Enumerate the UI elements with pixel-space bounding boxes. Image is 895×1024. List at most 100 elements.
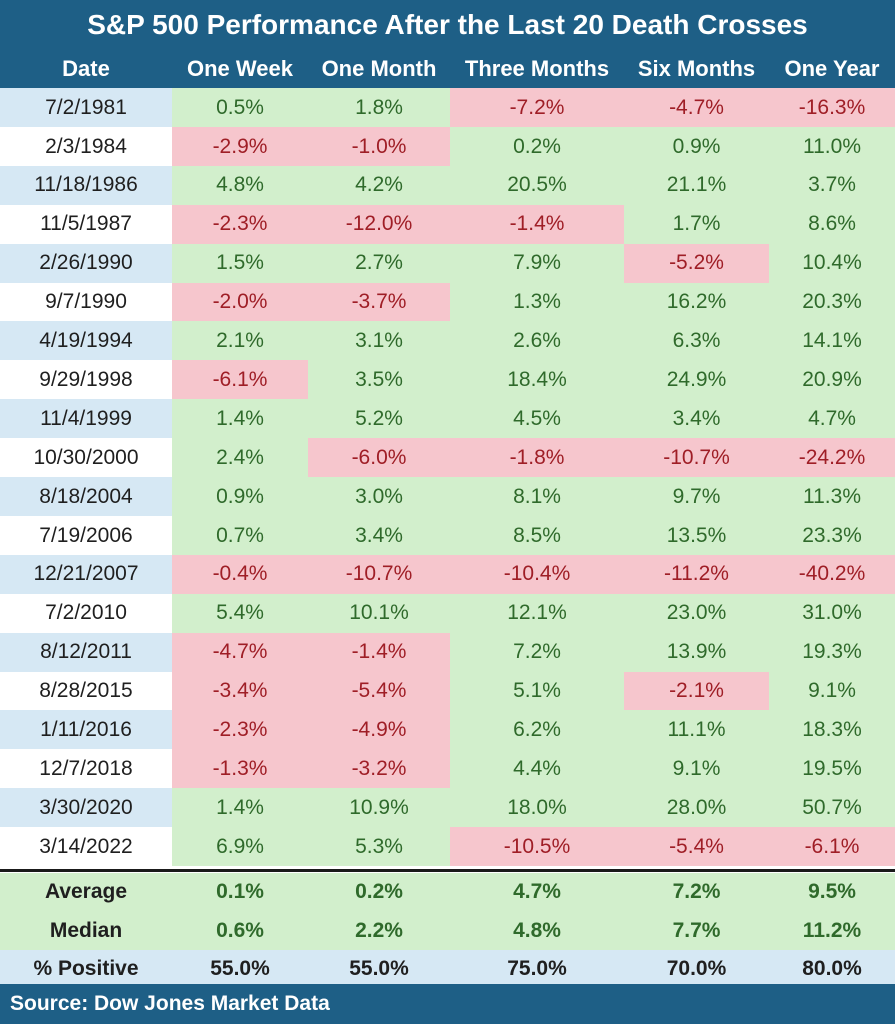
data-cell: 2.6%: [450, 321, 624, 361]
data-cell: -2.9%: [172, 126, 308, 167]
row-date: 12/7/2018: [0, 749, 172, 789]
data-cell: 10.4%: [769, 243, 895, 283]
summary-cell-median: 11.2%: [769, 911, 895, 950]
summary-label-positive: % Positive: [33, 957, 139, 981]
data-cell: -5.4%: [308, 671, 450, 711]
summary-cell-positive: 55.0%: [210, 957, 270, 981]
data-cell: -3.2%: [308, 749, 450, 789]
data-cell: -6.1%: [769, 827, 895, 867]
data-cell: 1.4%: [172, 788, 308, 828]
column-header-date: Date: [62, 56, 110, 81]
data-cell: 24.9%: [624, 360, 769, 400]
data-cell: 50.7%: [769, 788, 895, 828]
data-cell: 3.1%: [308, 321, 450, 361]
row-date: 10/30/2000: [0, 438, 172, 478]
data-cell: -3.7%: [308, 282, 450, 322]
data-cell: 18.3%: [769, 710, 895, 750]
row-date: 7/2/1981: [0, 88, 172, 128]
summary-cell-average: 0.1%: [172, 873, 308, 912]
data-cell: 4.4%: [450, 749, 624, 789]
data-cell: 3.0%: [308, 477, 450, 517]
data-cell: 0.9%: [624, 126, 769, 167]
data-cell: 28.0%: [624, 788, 769, 828]
data-cell: 10.1%: [308, 593, 450, 634]
data-cell: 0.9%: [172, 477, 308, 517]
data-cell: -11.2%: [624, 554, 769, 595]
data-cell: -6.1%: [172, 360, 308, 400]
data-cell: 13.9%: [624, 632, 769, 672]
summary-label-median: Median: [0, 911, 172, 950]
data-cell: -10.4%: [450, 554, 624, 595]
data-cell: 4.8%: [172, 165, 308, 206]
data-cell: 3.4%: [308, 515, 450, 556]
data-cell: 9.1%: [624, 749, 769, 789]
data-cell: 7.2%: [450, 632, 624, 672]
summary-cell-average: 0.2%: [308, 873, 450, 912]
summary-cell-median: 4.8%: [450, 911, 624, 950]
data-cell: 20.5%: [450, 165, 624, 206]
column-header-one-month: One Month: [321, 56, 437, 81]
data-cell: -1.4%: [308, 632, 450, 672]
data-cell: 13.5%: [624, 515, 769, 556]
row-date: 11/4/1999: [0, 399, 172, 439]
summary-cell-median: 7.7%: [624, 911, 769, 950]
data-cell: -2.0%: [172, 282, 308, 322]
data-cell: 6.3%: [624, 321, 769, 361]
data-cell: 11.3%: [769, 477, 895, 517]
data-cell: 0.5%: [172, 88, 308, 128]
row-date: 9/29/1998: [0, 360, 172, 400]
data-cell: 9.7%: [624, 477, 769, 517]
data-cell: 11.1%: [624, 710, 769, 750]
data-cell: -4.7%: [172, 632, 308, 672]
data-cell: -5.4%: [624, 827, 769, 867]
data-cell: -12.0%: [308, 204, 450, 245]
data-cell: 6.9%: [172, 827, 308, 867]
data-cell: 16.2%: [624, 282, 769, 322]
row-date: 1/11/2016: [0, 710, 172, 750]
data-cell: 3.7%: [769, 165, 895, 206]
data-cell: 1.3%: [450, 282, 624, 322]
data-cell: 14.1%: [769, 321, 895, 361]
data-cell: 5.2%: [308, 399, 450, 439]
data-cell: 3.5%: [308, 360, 450, 400]
row-date: 9/7/1990: [0, 282, 172, 322]
row-date: 7/2/2010: [0, 593, 172, 634]
data-cell: -3.4%: [172, 671, 308, 711]
data-cell: -7.2%: [450, 88, 624, 128]
data-cell: -4.7%: [624, 88, 769, 128]
data-cell: -1.8%: [450, 438, 624, 478]
data-cell: 19.5%: [769, 749, 895, 789]
data-cell: 12.1%: [450, 593, 624, 634]
summary-cell-average: 7.2%: [624, 873, 769, 912]
data-cell: 0.7%: [172, 515, 308, 556]
data-cell: -10.7%: [308, 554, 450, 595]
data-cell: -1.0%: [308, 126, 450, 167]
data-cell: 4.2%: [308, 165, 450, 206]
summary-cell-positive: 80.0%: [802, 957, 862, 981]
data-cell: -4.9%: [308, 710, 450, 750]
data-cell: -24.2%: [769, 438, 895, 478]
data-cell: 18.4%: [450, 360, 624, 400]
column-header-one-year: One Year: [784, 56, 880, 81]
column-header-six-months: Six Months: [637, 56, 756, 81]
summary-cell-average: 9.5%: [769, 873, 895, 912]
data-cell: 8.6%: [769, 204, 895, 245]
data-cell: -2.1%: [624, 671, 769, 711]
data-cell: 5.4%: [172, 593, 308, 634]
data-cell: 21.1%: [624, 165, 769, 206]
row-date: 2/26/1990: [0, 243, 172, 283]
row-date: 3/30/2020: [0, 788, 172, 828]
data-cell: 2.7%: [308, 243, 450, 283]
data-cell: 31.0%: [769, 593, 895, 634]
row-date: 2/3/1984: [0, 126, 172, 167]
data-cell: 20.9%: [769, 360, 895, 400]
data-cell: -1.3%: [172, 749, 308, 789]
data-cell: -10.5%: [450, 827, 624, 867]
data-cell: 8.5%: [450, 515, 624, 556]
data-cell: -0.4%: [172, 554, 308, 595]
data-cell: 20.3%: [769, 282, 895, 322]
data-cell: 1.8%: [308, 88, 450, 128]
data-cell: 1.4%: [172, 399, 308, 439]
row-date: 3/14/2022: [0, 827, 172, 867]
